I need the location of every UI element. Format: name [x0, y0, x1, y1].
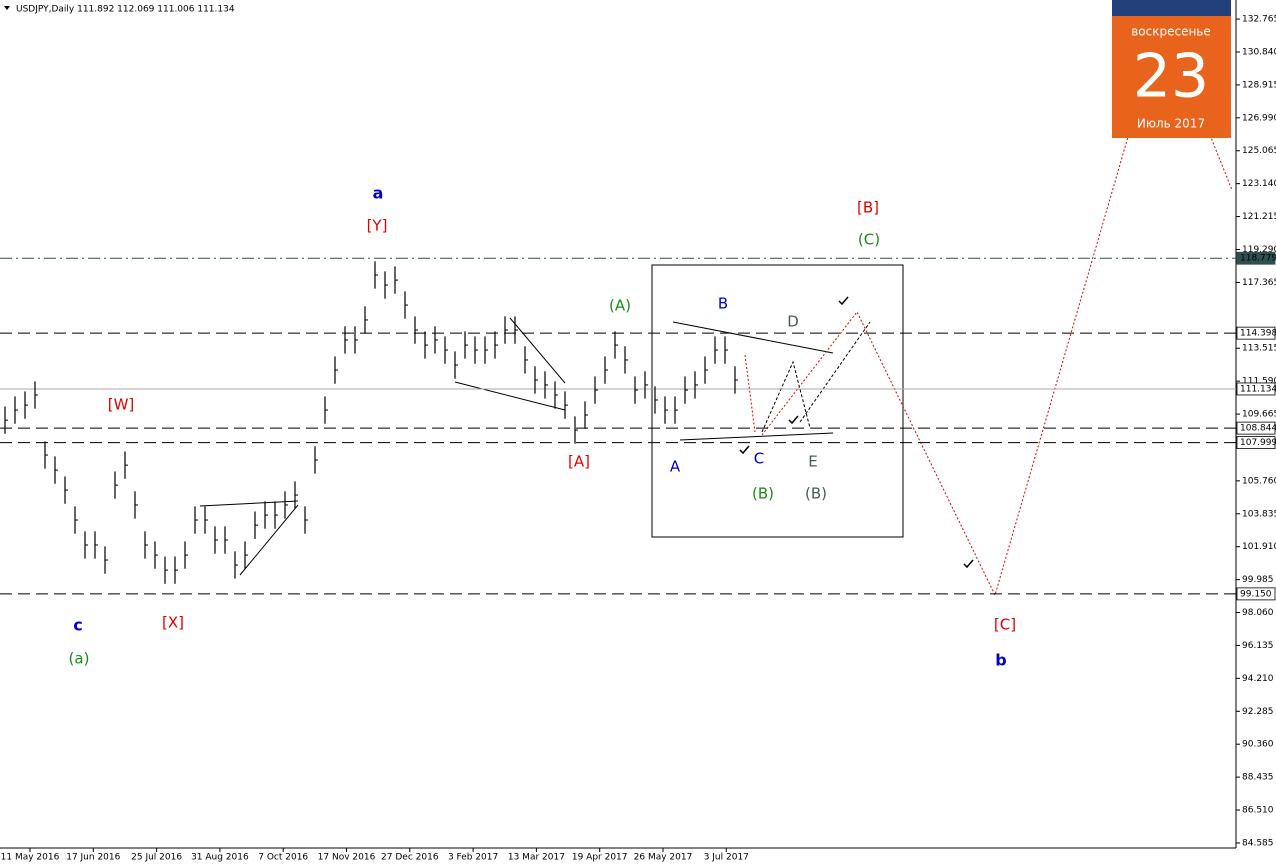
y-tick-label: 123.140	[1242, 179, 1276, 189]
x-tick-label: 27 Dec 2016	[381, 853, 439, 863]
calendar-day: 23	[1133, 42, 1209, 112]
wave-label: (B)	[805, 485, 827, 503]
forecast-path	[799, 321, 871, 423]
x-tick-label: 31 Aug 2016	[191, 853, 249, 863]
level-label-box	[1236, 382, 1276, 396]
y-tick-label: 105.760	[1242, 476, 1276, 486]
wave-label: [C]	[994, 616, 1016, 634]
wave-label: c	[73, 616, 82, 635]
trend-line	[679, 432, 834, 441]
x-tick-label: 3 Feb 2017	[448, 853, 498, 863]
y-tick-label: 90.360	[1242, 740, 1274, 750]
y-tick-label: 126.990	[1242, 113, 1276, 123]
y-tick-label: 99.985	[1242, 575, 1274, 585]
wave-label: E	[808, 453, 817, 471]
x-tick-label: 17 Jun 2016	[66, 853, 120, 863]
y-tick-label: 132.765	[1242, 15, 1276, 25]
level-label: 118.779	[1240, 254, 1276, 264]
checkmark	[788, 415, 799, 425]
y-tick-label: 128.915	[1242, 80, 1276, 90]
menu-arrow	[4, 6, 10, 10]
level-label-box	[1236, 326, 1276, 340]
y-tick-label: 109.665	[1242, 410, 1276, 420]
forecast-path	[761, 360, 811, 433]
y-tick-label: 98.060	[1242, 608, 1274, 618]
y-tick-label: 113.515	[1242, 344, 1276, 354]
y-tick-label: 121.215	[1242, 212, 1276, 222]
calendar-month: Июль 2017	[1137, 117, 1205, 131]
level-label: 107.999	[1240, 438, 1276, 448]
wave-label: (A)	[609, 297, 631, 315]
y-tick-label: 119.290	[1242, 245, 1276, 255]
y-tick-label: 125.065	[1242, 146, 1276, 156]
level-label-box	[1236, 421, 1276, 435]
wave-label: D	[787, 313, 799, 331]
level-label: 99.150	[1240, 589, 1272, 599]
wave-label: a	[373, 184, 384, 203]
wave-label: [Y]	[367, 217, 388, 235]
x-tick-label: 19 Apr 2017	[572, 853, 628, 863]
wave-label: (B)	[752, 485, 774, 503]
x-tick-label: 17 Nov 2016	[318, 853, 376, 863]
trend-line	[454, 381, 566, 411]
x-tick-label: 26 May 2017	[634, 853, 693, 863]
forecast-path	[744, 354, 756, 433]
checkmarks	[739, 296, 974, 569]
wave-label: C	[754, 450, 764, 468]
trend-line	[199, 500, 299, 507]
level-label: 108.844	[1240, 424, 1276, 434]
wave-label: [X]	[162, 614, 184, 632]
checkmark	[963, 559, 974, 569]
x-tick-label: 25 Jul 2016	[131, 853, 182, 863]
y-tick-label: 130.840	[1242, 47, 1276, 57]
checkmark	[739, 445, 750, 455]
x-tick-label: 7 Oct 2016	[258, 853, 308, 863]
y-tick-label: 96.135	[1242, 641, 1274, 651]
wave-label: b	[995, 651, 1006, 670]
forecast-path	[1209, 134, 1233, 191]
level-label: 111.134	[1240, 384, 1276, 394]
x-tick-label: 13 Mar 2017	[508, 853, 565, 863]
trend-line	[509, 317, 566, 384]
red-forecast	[744, 129, 1233, 597]
drawings	[199, 264, 904, 576]
y-tick-label: 94.210	[1242, 674, 1274, 684]
calendar-weekday: воскресенье	[1131, 25, 1211, 39]
x-tick-label: 3 Jul 2017	[704, 853, 749, 863]
y-tick-label: 117.365	[1242, 278, 1276, 288]
y-tick-label: 92.285	[1242, 707, 1274, 717]
wave-label: [B]	[857, 199, 879, 217]
level-label-box	[1236, 587, 1276, 601]
trend-line	[672, 321, 834, 354]
y-tick-label: 111.590	[1242, 377, 1276, 387]
level-label-box	[1236, 251, 1276, 265]
y-tick-label: 101.910	[1242, 542, 1276, 552]
level-label: 114.398	[1240, 329, 1276, 339]
wave-label: [A]	[568, 453, 590, 471]
forecast-path	[761, 129, 1131, 597]
y-tick-label: 84.585	[1242, 838, 1274, 848]
wave-label: (C)	[858, 231, 880, 249]
y-tick-label: 86.510	[1242, 806, 1274, 816]
chart-title: USDJPY,Daily 111.892 112.069 111.006 111…	[16, 5, 235, 15]
trend-line	[239, 504, 299, 576]
wave-label: A	[670, 458, 681, 476]
box	[651, 264, 904, 538]
wave-label: (a)	[69, 650, 90, 668]
wave-label: [W]	[108, 396, 135, 414]
calendar-rings	[1112, 0, 1231, 16]
wave-label: B	[718, 295, 728, 313]
checkmark	[838, 296, 849, 306]
y-tick-label: 88.435	[1242, 773, 1274, 783]
x-tick-label: 11 May 2016	[1, 853, 60, 863]
y-tick-label: 103.835	[1242, 509, 1276, 519]
level-label-box	[1236, 436, 1276, 449]
calendar-card	[1112, 0, 1231, 138]
calendar: воскресенье 23 Июль 2017	[1112, 0, 1231, 138]
